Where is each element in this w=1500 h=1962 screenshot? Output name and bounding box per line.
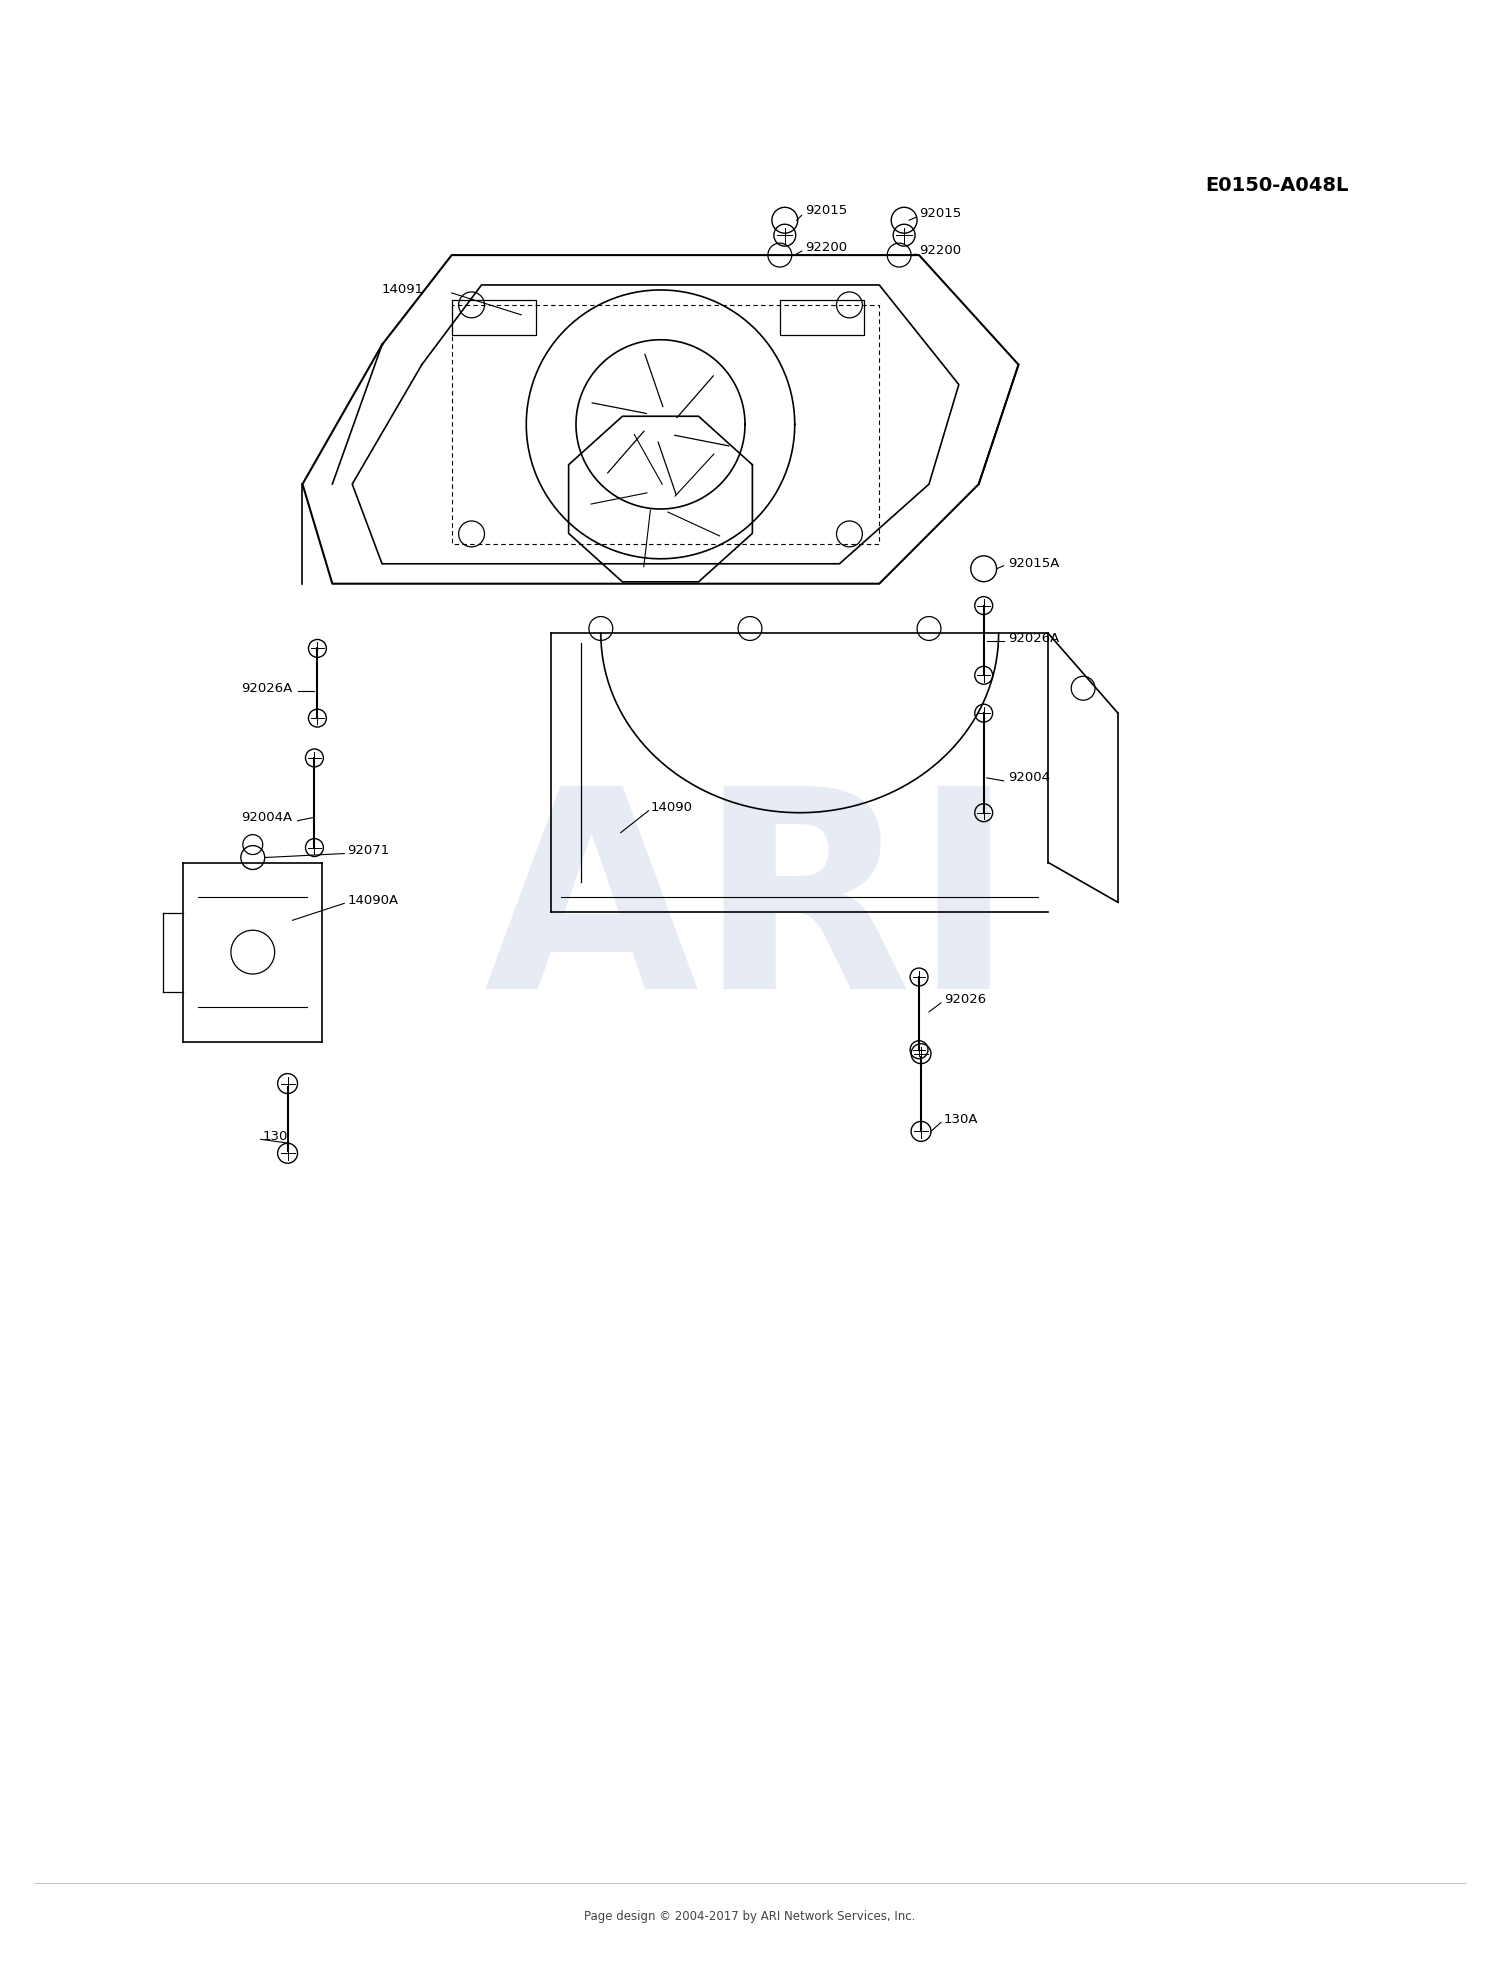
Text: 14090: 14090: [651, 800, 693, 814]
Text: 92004: 92004: [1008, 771, 1050, 785]
Text: 130A: 130A: [944, 1112, 978, 1126]
Text: ARI: ARI: [484, 777, 1016, 1048]
Bar: [452, 300, 536, 336]
Bar: [780, 300, 864, 336]
Text: 92200: 92200: [920, 243, 962, 257]
Text: 92026: 92026: [944, 993, 986, 1007]
Text: 92015: 92015: [920, 206, 962, 220]
Text: 92015A: 92015A: [1008, 557, 1060, 571]
Text: E0150-A048L: E0150-A048L: [1206, 177, 1348, 194]
Text: 92015: 92015: [804, 204, 847, 216]
Text: 14091: 14091: [382, 283, 424, 296]
Text: 92004A: 92004A: [242, 810, 292, 824]
Text: Page design © 2004-2017 by ARI Network Services, Inc.: Page design © 2004-2017 by ARI Network S…: [585, 1909, 915, 1923]
Text: 92026A: 92026A: [242, 681, 292, 695]
Text: 14090A: 14090A: [346, 895, 399, 906]
Text: 92026A: 92026A: [1008, 632, 1060, 645]
Text: 92071: 92071: [346, 844, 390, 857]
Text: 130: 130: [262, 1130, 288, 1142]
Text: 92200: 92200: [804, 241, 847, 253]
